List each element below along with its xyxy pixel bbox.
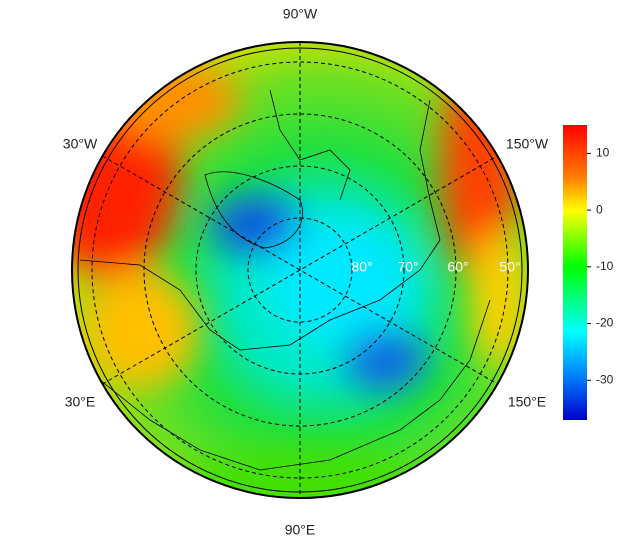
colorbar-tick-label: -20: [596, 316, 614, 330]
latitude-label: 50°: [499, 259, 520, 275]
latitude-label: 80°: [351, 259, 372, 275]
longitude-label: 90°E: [285, 522, 316, 538]
map-border: [71, 41, 529, 499]
latitude-label: 70°: [397, 259, 418, 275]
longitude-label: 90°W: [283, 6, 318, 22]
longitude-label: 150°E: [508, 394, 546, 410]
graticule: [91, 42, 509, 498]
map-inner-border: [77, 47, 523, 493]
colorbar-tick-label: 10: [596, 146, 610, 160]
longitude-label: 150°W: [506, 136, 549, 152]
colorbar: [563, 125, 587, 420]
colorbar-tick-label: -30: [596, 372, 614, 386]
colorbar-tick-label: 0: [596, 202, 603, 216]
colorbar-tick-label: -10: [596, 259, 614, 273]
latitude-label: 60°: [447, 259, 468, 275]
longitude-label: 30°W: [63, 136, 98, 152]
longitude-label: 30°E: [65, 394, 96, 410]
